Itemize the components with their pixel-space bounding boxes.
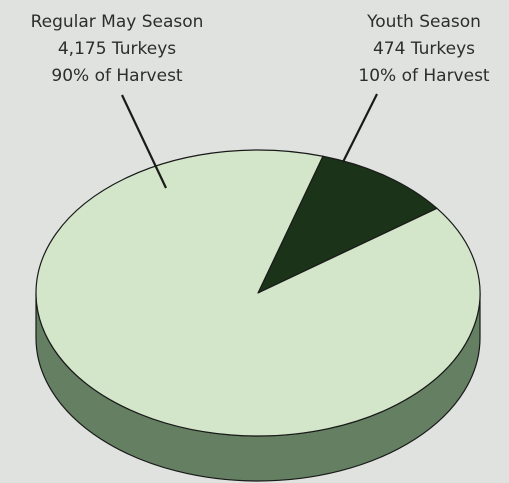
slice-label-line: 10% of Harvest <box>358 66 490 86</box>
slice-label-regular-may-season: Regular May Season 4,175 Turkeys 90% of … <box>31 12 204 86</box>
slice-label-line: Youth Season <box>366 12 481 32</box>
leader-line-youth-season <box>342 93 378 163</box>
leader-line-regular-may-season <box>121 94 167 189</box>
pie-slice-youth-season <box>257 155 438 294</box>
slice-label-line: Regular May Season <box>31 12 204 32</box>
pie-slices <box>35 149 481 437</box>
pie-slice-regular-may-season <box>35 149 481 437</box>
slice-labels: Regular May Season 4,175 Turkeys 90% of … <box>31 12 490 189</box>
slice-label-line: 90% of Harvest <box>51 66 183 86</box>
slice-label-line: 474 Turkeys <box>373 39 475 59</box>
slice-label-line: 4,175 Turkeys <box>58 39 176 59</box>
slice-label-youth-season: Youth Season 474 Turkeys 10% of Harvest <box>358 12 490 86</box>
